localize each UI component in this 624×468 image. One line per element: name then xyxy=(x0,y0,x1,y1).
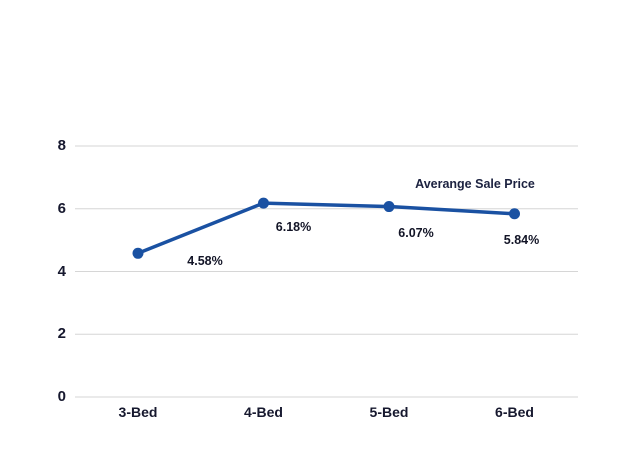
x-axis-label: 5-Bed xyxy=(369,404,409,420)
y-tick-label: 8 xyxy=(57,137,66,155)
y-tick-label: 2 xyxy=(57,325,66,343)
data-point xyxy=(383,201,395,213)
x-axis-label: 4-Bed xyxy=(244,404,283,420)
y-tick-label: 4 xyxy=(57,262,66,280)
data-label: 6.18% xyxy=(275,219,312,234)
data-label: 6.07% xyxy=(398,225,434,240)
data-point xyxy=(132,247,144,259)
data-label: 4.58% xyxy=(187,254,223,269)
x-axis-label: 3-Bed xyxy=(118,404,158,420)
y-tick-label: 0 xyxy=(57,388,66,406)
series-line xyxy=(136,201,517,256)
legend-label: Averange Sale Price xyxy=(415,176,535,191)
y-tick-label: 6 xyxy=(57,199,66,217)
data-point xyxy=(509,208,520,220)
x-axis-label: 6-Bed xyxy=(495,404,534,420)
data-point xyxy=(258,197,269,209)
data-label: 5.84% xyxy=(503,232,540,247)
